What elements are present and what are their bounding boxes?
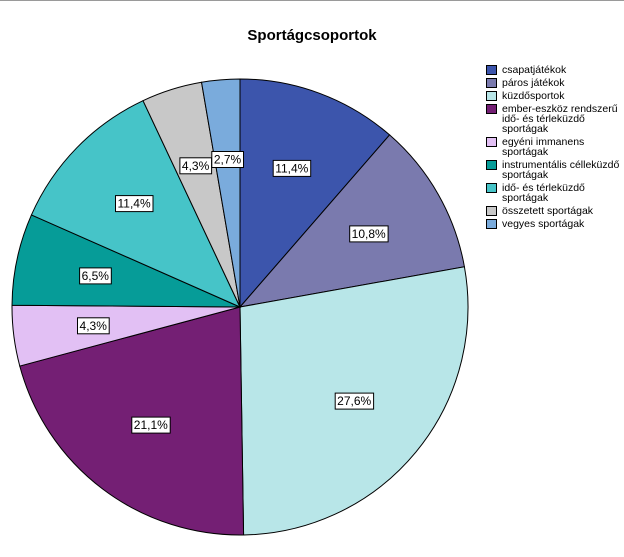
legend-label: küzdősportok [502,90,565,102]
legend-item: ember-eszköz rendszerű idő- és térleküzd… [484,104,620,134]
pie-slice [200,78,241,308]
slice-label-group: 4,3% [179,157,213,175]
legend-label: instrumentális célleküzdő sportágak [502,159,620,181]
slice-label-group: 27,6% [334,392,375,410]
legend-swatch [486,65,497,75]
legend-label: csapatjátékok [502,64,567,76]
legend-label: összetett sportágak [502,205,594,217]
chart-title: Sportágcsoportok [247,27,377,44]
legend-swatch [486,137,497,147]
slice-label-group: 6,5% [79,267,112,285]
legend-swatch [486,160,497,170]
pie-slice [238,134,466,308]
slice-label: 6,5% [82,269,110,283]
slice-label: 4,3% [182,159,210,173]
slice-label: 10,8% [352,227,386,241]
legend-label: idő- és térleküzdő sportágak [502,182,585,204]
legend-label: egyéni immanens sportágak [502,136,585,158]
slice-label-group: 10,8% [349,225,389,243]
legend-swatch [486,91,497,101]
legend-item: küzdősportok [484,91,620,101]
legend-swatch [486,104,497,114]
legend-swatch [486,78,497,88]
slice-label-box [272,159,312,177]
slice-label-box [211,151,245,168]
slice-label: 27,6% [337,394,371,408]
legend-label: páros játékok [502,77,565,89]
legend-swatch [486,183,497,193]
slice-label-box [79,267,112,285]
slice-label-group: 21,1% [131,416,171,434]
legend-swatch [486,206,497,216]
legend-item: instrumentális célleküzdő sportágak [484,160,620,180]
slice-label: 4,3% [80,319,108,333]
slice-label: 2,7% [214,153,242,167]
pie-slice [239,78,391,309]
slice-label-group: 2,7% [211,151,245,168]
slice-label-group: 11,4% [115,195,154,213]
legend-item: csapatjátékok [484,65,620,75]
legend-item: idő- és térleküzdő sportágak [484,183,620,203]
slice-label-box [349,225,389,243]
slice-label-box [115,195,154,213]
slice-label-box [77,317,110,335]
legend: csapatjátékok páros játékok küzdősportok em… [484,65,620,232]
slice-label-group: 4,3% [77,317,110,335]
slice-label-group: 11,4% [272,159,312,177]
legend-swatch [486,219,497,229]
legend-item: összetett sportágak [484,206,620,216]
slice-label-box [334,392,375,410]
legend-label: vegyes sportágak [502,218,585,230]
slice-label: 11,4% [118,197,151,211]
slice-label: 21,1% [134,418,168,432]
legend-label: ember-eszköz rendszerű idő- és térleküzd… [502,103,618,135]
slice-label-box [131,416,171,434]
legend-item: páros játékok [484,78,620,88]
legend-item: egyéni immanens sportágak [484,137,620,157]
legend-item: vegyes sportágak [484,219,620,229]
slice-label: 11,4% [275,161,308,175]
